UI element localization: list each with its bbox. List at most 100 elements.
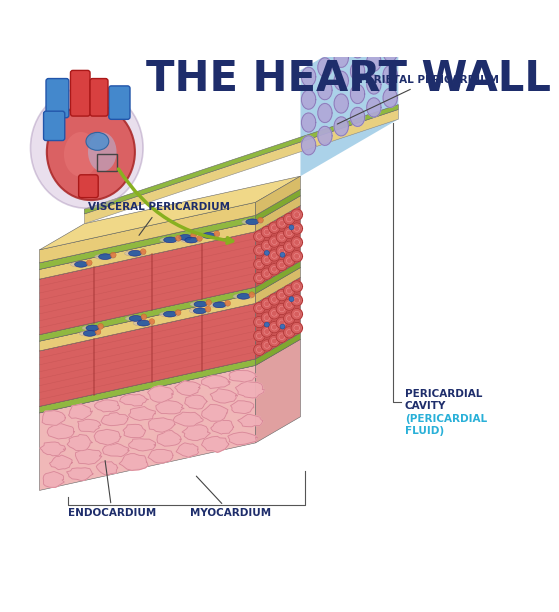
- Ellipse shape: [137, 320, 150, 326]
- Polygon shape: [269, 236, 280, 247]
- Circle shape: [111, 252, 116, 258]
- Ellipse shape: [194, 301, 207, 307]
- Text: VISCERAL PERICARDIUM: VISCERAL PERICARDIUM: [88, 203, 230, 236]
- Polygon shape: [383, 20, 397, 39]
- Polygon shape: [229, 370, 257, 382]
- Polygon shape: [254, 231, 265, 242]
- Circle shape: [191, 233, 196, 239]
- Polygon shape: [40, 333, 301, 406]
- Polygon shape: [318, 126, 332, 146]
- Polygon shape: [149, 418, 175, 432]
- Polygon shape: [269, 294, 280, 305]
- Polygon shape: [40, 176, 301, 250]
- Text: CAVITY: CAVITY: [405, 401, 446, 411]
- Polygon shape: [40, 196, 301, 269]
- Ellipse shape: [129, 316, 142, 321]
- Polygon shape: [283, 227, 295, 239]
- Polygon shape: [276, 304, 287, 315]
- Polygon shape: [318, 103, 332, 122]
- Polygon shape: [120, 394, 148, 406]
- Ellipse shape: [74, 261, 88, 267]
- Bar: [97, 154, 117, 171]
- Polygon shape: [184, 395, 207, 409]
- Circle shape: [280, 252, 285, 257]
- Ellipse shape: [31, 88, 143, 208]
- Circle shape: [214, 231, 220, 237]
- Text: (PERICARDIAL: (PERICARDIAL: [405, 414, 487, 424]
- Ellipse shape: [246, 219, 259, 225]
- Polygon shape: [261, 326, 273, 337]
- Circle shape: [140, 249, 146, 255]
- Circle shape: [264, 250, 269, 255]
- Ellipse shape: [86, 325, 99, 331]
- Polygon shape: [254, 302, 265, 314]
- Polygon shape: [255, 261, 301, 294]
- Circle shape: [249, 292, 255, 297]
- Ellipse shape: [202, 233, 215, 238]
- Polygon shape: [175, 381, 201, 395]
- Polygon shape: [261, 254, 273, 266]
- Polygon shape: [40, 339, 301, 413]
- Ellipse shape: [213, 302, 226, 308]
- Ellipse shape: [198, 233, 219, 238]
- Polygon shape: [334, 48, 348, 67]
- Polygon shape: [367, 98, 381, 117]
- Polygon shape: [157, 430, 181, 446]
- Circle shape: [176, 310, 181, 315]
- Polygon shape: [276, 289, 287, 301]
- Polygon shape: [350, 107, 364, 127]
- Polygon shape: [40, 359, 255, 413]
- Polygon shape: [176, 443, 198, 457]
- Circle shape: [280, 324, 285, 329]
- Polygon shape: [255, 277, 301, 359]
- Circle shape: [264, 322, 269, 327]
- Polygon shape: [148, 449, 173, 463]
- Polygon shape: [301, 13, 399, 176]
- Polygon shape: [173, 412, 203, 426]
- Circle shape: [289, 225, 294, 230]
- Polygon shape: [276, 218, 287, 229]
- Polygon shape: [129, 406, 155, 420]
- Polygon shape: [119, 453, 148, 471]
- Polygon shape: [301, 136, 316, 155]
- Circle shape: [87, 260, 92, 266]
- Ellipse shape: [64, 132, 98, 177]
- Polygon shape: [40, 206, 301, 279]
- Polygon shape: [291, 294, 302, 306]
- Polygon shape: [276, 331, 287, 342]
- Polygon shape: [301, 67, 316, 86]
- Polygon shape: [283, 241, 295, 252]
- Polygon shape: [367, 75, 381, 94]
- Polygon shape: [40, 215, 255, 269]
- Polygon shape: [261, 312, 273, 323]
- Ellipse shape: [190, 308, 211, 314]
- Polygon shape: [156, 401, 184, 414]
- Polygon shape: [235, 381, 264, 398]
- Polygon shape: [211, 420, 234, 434]
- Circle shape: [98, 324, 103, 329]
- Ellipse shape: [70, 261, 92, 267]
- Circle shape: [258, 217, 263, 223]
- Polygon shape: [383, 43, 397, 62]
- Polygon shape: [334, 117, 348, 136]
- Polygon shape: [202, 376, 230, 389]
- Ellipse shape: [179, 234, 192, 241]
- Polygon shape: [40, 365, 255, 490]
- FancyBboxPatch shape: [70, 70, 90, 116]
- Polygon shape: [67, 435, 92, 450]
- Polygon shape: [69, 404, 93, 420]
- Text: PARIETAL PERICARDIUM: PARIETAL PERICARDIUM: [337, 75, 499, 124]
- Circle shape: [289, 297, 294, 302]
- Circle shape: [95, 329, 101, 335]
- Polygon shape: [269, 250, 280, 261]
- Polygon shape: [228, 432, 257, 445]
- Ellipse shape: [174, 234, 196, 241]
- Circle shape: [206, 300, 211, 305]
- Polygon shape: [84, 105, 399, 214]
- Polygon shape: [350, 39, 364, 58]
- Polygon shape: [148, 386, 173, 402]
- Polygon shape: [383, 88, 397, 108]
- Ellipse shape: [88, 132, 116, 171]
- Polygon shape: [78, 419, 101, 432]
- Text: PERICARDIAL: PERICARDIAL: [405, 389, 482, 399]
